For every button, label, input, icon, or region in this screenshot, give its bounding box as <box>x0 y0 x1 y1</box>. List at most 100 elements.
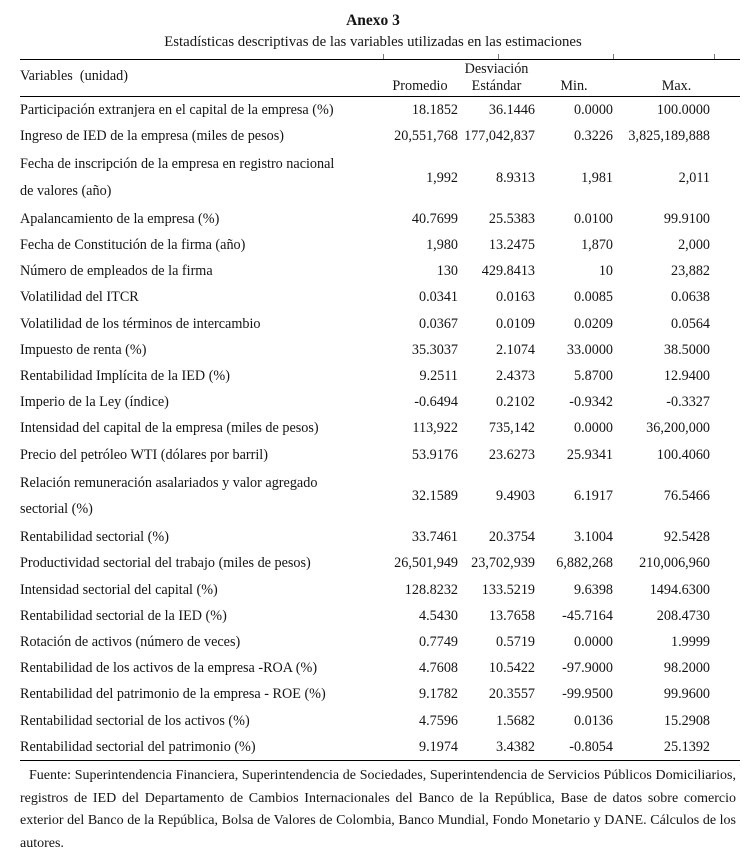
stats-table-container: Variables (unidad) Promedio Desviación E… <box>20 54 740 762</box>
variable-name-cell: Rotación de activos (número de veces) <box>20 634 241 651</box>
column-header-min: Min. <box>535 60 613 97</box>
table-row: Número de empleados de la firma 130 429.… <box>20 258 740 284</box>
mean-value-cell: 40.7699 <box>411 210 458 227</box>
table-row: Rotación de activos (número de veces) 0.… <box>20 629 740 655</box>
table-row: Precio del petróleo WTI (dólares por bar… <box>20 442 740 468</box>
std-dev-value-cell: 2.4373 <box>495 368 535 385</box>
min-value-cell: 5.8700 <box>573 368 613 385</box>
variable-name-cell: Participación extranjera en el capital d… <box>20 102 334 118</box>
mean-value-cell: 1,992 <box>426 169 458 186</box>
max-value-cell: 1.9999 <box>670 634 710 651</box>
mean-value-cell: 4.5430 <box>418 607 458 624</box>
table-header-row: Variables (unidad) Promedio Desviación E… <box>20 60 740 97</box>
mean-value-cell: 1,980 <box>426 237 458 254</box>
max-value-cell: 25.1392 <box>663 738 710 755</box>
std-dev-value-cell: 3.4382 <box>495 738 535 755</box>
variable-name-cell: Intensidad del capital de la empresa (mi… <box>20 420 319 437</box>
table-row: Impuesto de renta (%) 35.3037 2.1074 33.… <box>20 337 740 363</box>
table-header: Variables (unidad) Promedio Desviación E… <box>20 60 740 97</box>
table-row: Participación extranjera en el capital d… <box>20 97 740 124</box>
column-header-max-label: Max. <box>661 78 692 94</box>
min-value-cell: 0.0136 <box>573 712 613 729</box>
annex-title: Anexo 3 <box>346 12 400 29</box>
variable-name-cell: Precio del petróleo WTI (dólares por bar… <box>20 446 268 463</box>
variable-name-cell: Apalancamiento de la empresa (%) <box>20 210 220 227</box>
max-value-cell: -0.3327 <box>666 394 710 411</box>
std-dev-value-cell: 10.5422 <box>488 660 535 677</box>
max-value-cell: 23,882 <box>670 263 710 280</box>
max-value-cell: 38.5000 <box>663 341 710 358</box>
min-value-cell: -0.9342 <box>569 394 613 411</box>
max-value-cell: 92.5428 <box>663 529 710 546</box>
variable-name-cell: Rentabilidad sectorial de la IED (%) <box>20 607 227 624</box>
std-dev-value-cell: 177,042,837 <box>464 128 535 145</box>
table-row: Rentabilidad sectorial (%) 33.7461 20.37… <box>20 524 740 550</box>
variable-name-cell: Imperio de la Ley (índice) <box>20 394 169 411</box>
min-value-cell: 0.0209 <box>573 315 613 332</box>
column-divider-tick <box>498 54 499 59</box>
min-value-cell: 0.3226 <box>573 128 613 145</box>
std-dev-value-cell: 1.5682 <box>495 712 535 729</box>
std-dev-value-cell: 0.0163 <box>495 289 535 306</box>
min-value-cell: 25.9341 <box>566 446 613 463</box>
mean-value-cell: 0.0341 <box>418 289 458 306</box>
table-row: Rentabilidad sectorial de la IED (%) 4.5… <box>20 603 740 629</box>
variable-name-cell: Rentabilidad de los activos de la empres… <box>20 660 318 677</box>
max-value-cell: 0.0564 <box>670 315 710 332</box>
max-value-cell: 3,825,189,888 <box>628 128 710 145</box>
variable-name-cell: Rentabilidad Implícita de la IED (%) <box>20 368 230 385</box>
table-row: Ingreso de IED de la empresa (miles de p… <box>20 123 740 149</box>
min-value-cell: 1,870 <box>581 237 613 254</box>
std-dev-value-cell: 9.4903 <box>495 487 535 504</box>
mean-value-cell: 18.1852 <box>411 102 458 118</box>
mean-value-cell: 130 <box>436 263 458 280</box>
variable-name-cell: Rentabilidad sectorial (%) <box>20 529 169 546</box>
variable-name-cell: Impuesto de renta (%) <box>20 341 147 358</box>
min-value-cell: 1,981 <box>581 169 613 186</box>
column-divider-tick <box>613 54 614 59</box>
variable-name-cell: Número de empleados de la firma <box>20 263 213 280</box>
table-row: Fecha de inscripción de la empresa en re… <box>20 149 740 205</box>
column-header-promedio-label: Promedio <box>392 78 448 94</box>
std-dev-value-cell: 25.5383 <box>488 210 535 227</box>
std-dev-value-cell: 13.7658 <box>488 607 535 624</box>
table-caption: Estadísticas descriptivas de las variabl… <box>164 34 582 50</box>
variable-name-cell: Rentabilidad del patrimonio de la empres… <box>20 686 326 703</box>
min-value-cell: 3.1004 <box>573 529 613 546</box>
variable-name-cell: Volatilidad del ITCR <box>20 289 139 306</box>
table-row: Volatilidad de los términos de intercamb… <box>20 311 740 337</box>
std-dev-value-cell: 0.0109 <box>495 315 535 332</box>
std-dev-value-cell: 2.1074 <box>495 341 535 358</box>
mean-value-cell: 20,551,768 <box>394 128 458 145</box>
column-header-max: Max. <box>613 60 740 97</box>
min-value-cell: 0.0100 <box>573 210 613 227</box>
min-value-cell: -0.8054 <box>569 738 613 755</box>
std-dev-value-cell: 735,142 <box>488 420 535 437</box>
max-value-cell: 36,200,000 <box>646 420 710 437</box>
mean-value-cell: 128.8232 <box>404 581 458 598</box>
max-value-cell: 100.0000 <box>656 102 710 118</box>
std-dev-value-cell: 13.2475 <box>488 237 535 254</box>
min-value-cell: 0.0000 <box>573 420 613 437</box>
variable-name-cell: Relación remuneración asalariados y valo… <box>20 474 318 518</box>
variable-name-cell: Intensidad sectorial del capital (%) <box>20 581 218 598</box>
std-dev-value-cell: 20.3557 <box>488 686 535 703</box>
variable-name-cell: Volatilidad de los términos de intercamb… <box>20 315 261 332</box>
column-header-variables: Variables (unidad) <box>20 68 128 84</box>
mean-value-cell: 0.7749 <box>418 634 458 651</box>
max-value-cell: 99.9100 <box>663 210 710 227</box>
min-value-cell: -99.9500 <box>562 686 613 703</box>
stats-table-body: Participación extranjera en el capital d… <box>20 97 740 761</box>
min-value-cell: -97.9000 <box>562 660 613 677</box>
column-header-min-label: Min. <box>560 78 588 94</box>
table-row: Intensidad del capital de la empresa (mi… <box>20 415 740 441</box>
column-divider-tick <box>383 54 384 59</box>
max-value-cell: 2,000 <box>678 237 710 254</box>
std-dev-value-cell: 0.5719 <box>495 634 535 651</box>
min-value-cell: 6.1917 <box>573 487 613 504</box>
mean-value-cell: 9.1782 <box>418 686 458 703</box>
table-row: Rentabilidad de los activos de la empres… <box>20 655 740 681</box>
min-value-cell: -45.7164 <box>562 607 613 624</box>
column-header-desviacion-line1: Desviación <box>464 61 529 77</box>
mean-value-cell: 4.7596 <box>418 712 458 729</box>
